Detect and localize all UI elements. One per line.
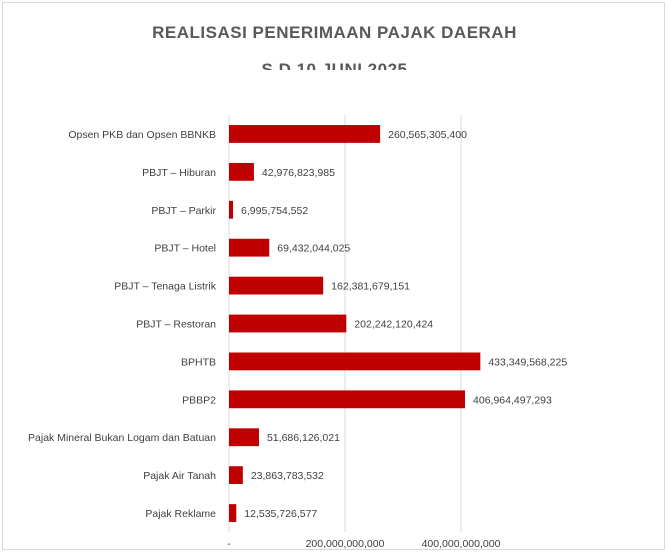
bar-6	[229, 352, 481, 371]
value-label-3: 69,432,044,025	[277, 243, 350, 255]
bar-3	[229, 238, 270, 257]
chart-subtitle-text: S.D 10 JUNI 2025	[261, 60, 408, 70]
chart-title: REALISASI PENERIMAAN PAJAK DAERAH	[152, 23, 517, 42]
category-label-10: Pajak Reklame	[145, 508, 216, 520]
value-label-1: 42,976,823,985	[262, 167, 335, 179]
chart-subtitle: S.D 10 JUNI 2025	[3, 56, 664, 70]
category-label-8: Pajak Mineral Bukan Logam dan Batuan	[28, 432, 216, 444]
x-tick-label-0: -	[227, 538, 231, 550]
bar-9	[229, 466, 243, 485]
value-label-5: 202,242,120,424	[354, 319, 433, 331]
bar-5	[229, 314, 347, 333]
category-label-0: Opsen PKB dan Opsen BBNKB	[68, 129, 216, 141]
bar-0	[229, 125, 381, 143]
value-label-7: 406,964,497,293	[473, 394, 552, 406]
bar-4	[229, 276, 324, 295]
value-label-2: 6,995,754,552	[241, 205, 308, 217]
value-label-6: 433,349,568,225	[488, 356, 567, 368]
bar-8	[229, 428, 259, 447]
category-label-4: PBJT – Tenaga Listrik	[114, 281, 216, 293]
category-label-2: PBJT – Parkir	[151, 205, 216, 217]
category-label-5: PBJT – Restoran	[136, 319, 216, 331]
category-label-7: PBBP2	[182, 394, 216, 406]
value-label-4: 162,381,679,151	[331, 281, 410, 293]
category-label-3: PBJT – Hotel	[154, 243, 216, 255]
category-label-6: BPHTB	[181, 356, 216, 368]
x-tick-label-2: 400,000,000,000	[422, 538, 501, 550]
category-label-1: PBJT – Hiburan	[142, 167, 216, 179]
bar-10	[229, 504, 237, 522]
category-label-9: Pajak Air Tanah	[143, 470, 216, 482]
bar-1	[229, 162, 254, 181]
bar-7	[229, 390, 466, 409]
value-label-10: 12,535,726,577	[244, 508, 317, 520]
x-tick-label-1: 200,000,000,000	[306, 538, 385, 550]
value-label-0: 260,565,305,400	[388, 129, 467, 141]
value-label-9: 23,863,783,532	[251, 470, 324, 482]
value-label-8: 51,686,126,021	[267, 432, 340, 444]
bar-2	[229, 200, 234, 219]
